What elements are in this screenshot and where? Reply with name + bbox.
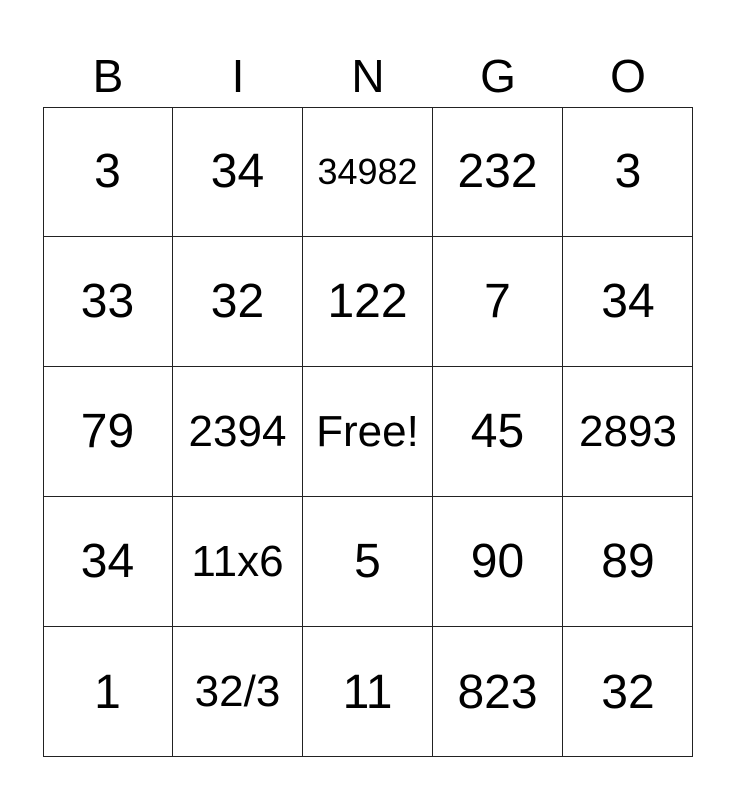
bingo-cell: 3 — [43, 107, 173, 237]
bingo-cell: 122 — [303, 237, 433, 367]
cell-value: 3 — [614, 145, 642, 198]
cell-value: 32 — [601, 665, 655, 719]
bingo-cell: 34 — [43, 497, 173, 627]
cell-value: 7 — [484, 275, 511, 328]
bingo-cell: 7 — [433, 237, 563, 367]
cell-value: 1 — [94, 665, 121, 719]
cell-value: 89 — [601, 535, 655, 588]
bingo-cell: 3 — [563, 107, 693, 237]
cell-value: 823 — [457, 665, 538, 719]
cell-value: 34 — [601, 275, 655, 328]
bingo-cell: 32 — [173, 237, 303, 367]
cell-value: 5 — [354, 535, 381, 588]
cell-value: 232 — [457, 145, 538, 198]
cell-value: 32/3 — [194, 667, 281, 716]
cell-value: Free! — [316, 406, 419, 456]
bingo-cell: 823 — [433, 627, 563, 757]
bingo-cell: 32/3 — [173, 627, 303, 757]
cell-value: 11 — [342, 665, 393, 719]
cell-value: 34982 — [317, 150, 418, 192]
header-letter-g: G — [480, 50, 516, 102]
bingo-cell: 79 — [43, 367, 173, 497]
bingo-cell: 2893 — [563, 367, 693, 497]
cell-value: 90 — [470, 535, 525, 588]
cell-value: 2394 — [188, 406, 287, 456]
cell-value: 34 — [80, 535, 135, 588]
cell-value: 45 — [470, 405, 525, 458]
header-letter-i: I — [231, 50, 245, 102]
bingo-cell: 34 — [563, 237, 693, 367]
bingo-cell: 11 — [303, 627, 433, 757]
bingo-cell: 232 — [433, 107, 563, 237]
cell-value: 34 — [210, 145, 265, 198]
free-space-cell: Free! — [303, 367, 433, 497]
bingo-cell: 5 — [303, 497, 433, 627]
bingo-cell: 89 — [563, 497, 693, 627]
header-letter-b: B — [92, 50, 124, 102]
cell-value: 11x6 — [191, 536, 284, 586]
bingo-cell: 34 — [173, 107, 303, 237]
cell-value: 2893 — [579, 406, 677, 456]
cell-value: 32 — [210, 275, 265, 328]
bingo-grid: 3 34 34982 232 3 33 32 122 7 34 79 2394 Free! 45 2893 3… — [43, 107, 693, 757]
cell-value: 33 — [80, 275, 135, 328]
header-letter-o: O — [610, 50, 646, 102]
bingo-cell: 1 — [43, 627, 173, 757]
bingo-cell: 2394 — [173, 367, 303, 497]
header-letter-n: N — [351, 50, 385, 102]
bingo-cell: 90 — [433, 497, 563, 627]
bingo-cell: 34982 — [303, 107, 433, 237]
bingo-cell: 11x6 — [173, 497, 303, 627]
bingo-cell: 32 — [563, 627, 693, 757]
bingo-cell: 45 — [433, 367, 563, 497]
cell-value: 3 — [94, 145, 121, 198]
cell-value: 122 — [327, 275, 408, 328]
cell-value: 79 — [80, 405, 135, 458]
bingo-cell: 33 — [43, 237, 173, 367]
